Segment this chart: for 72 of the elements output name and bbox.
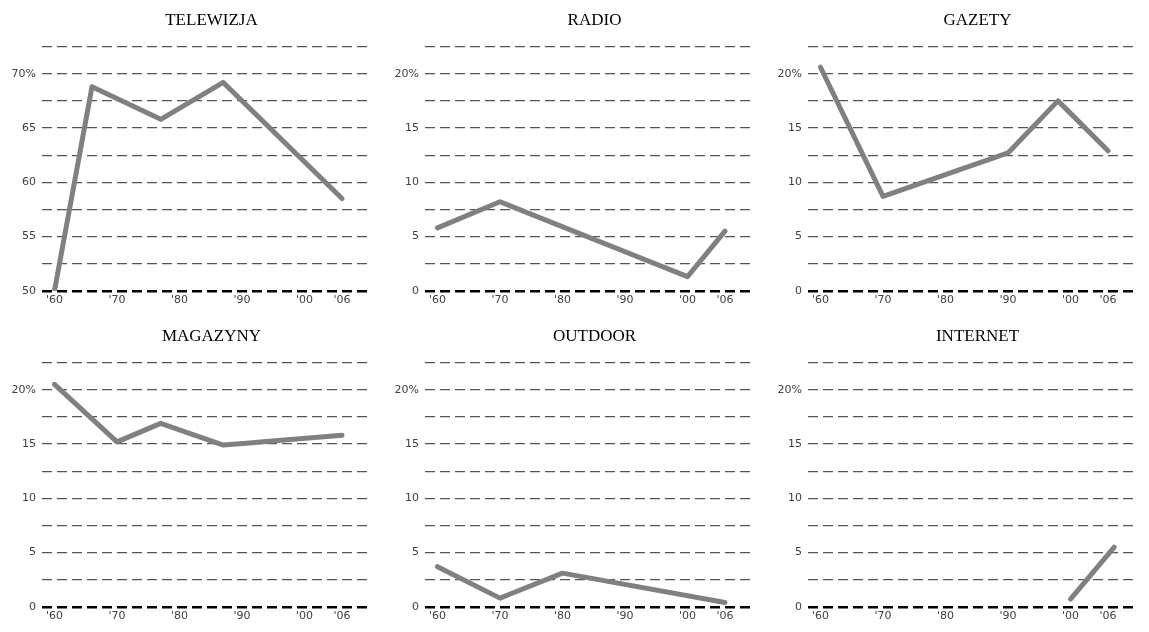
y-tick-label: 20% bbox=[777, 66, 802, 80]
x-tick-label: '80 bbox=[553, 293, 572, 307]
y-tick-label: 5 bbox=[412, 229, 419, 243]
y-tick-label: 5 bbox=[412, 545, 419, 559]
y-tick-label: 10 bbox=[22, 491, 36, 505]
x-tick-label: '06 bbox=[716, 293, 734, 307]
x-tick-label: '60 bbox=[45, 293, 64, 307]
y-tick-label: 20% bbox=[394, 66, 419, 80]
y-tick-label: 0 bbox=[795, 599, 802, 613]
x-tick-label: '60 bbox=[428, 609, 447, 623]
x-tick-label: '00 bbox=[295, 293, 314, 307]
x-tick-label: '06 bbox=[333, 609, 351, 623]
x-tick-label: '00 bbox=[678, 609, 697, 623]
y-tick-label: 15 bbox=[405, 436, 419, 450]
y-tick-label: 65 bbox=[22, 120, 36, 134]
x-tick-label: '06 bbox=[1099, 293, 1117, 307]
y-tick-label: 55 bbox=[22, 229, 36, 243]
y-tick-label: 0 bbox=[795, 283, 802, 297]
x-tick-label: '80 bbox=[553, 609, 572, 623]
y-tick-label: 70% bbox=[11, 66, 36, 80]
x-tick-label: '90 bbox=[233, 609, 251, 623]
y-tick-label: 15 bbox=[788, 436, 802, 450]
y-tick-label: 10 bbox=[405, 491, 419, 505]
x-tick-label: '70 bbox=[491, 293, 509, 307]
chart-title: TELEWIZJA bbox=[164, 10, 259, 30]
x-tick-label: '80 bbox=[170, 609, 189, 623]
x-tick-label: '60 bbox=[428, 293, 447, 307]
x-tick-label: '60 bbox=[811, 609, 830, 623]
x-tick-label: '70 bbox=[108, 609, 126, 623]
x-tick-label: '70 bbox=[874, 609, 892, 623]
x-tick-label: '00 bbox=[1061, 609, 1080, 623]
chart-title: RADIO bbox=[566, 10, 623, 30]
chart-title: INTERNET bbox=[934, 326, 1021, 346]
x-tick-label: '06 bbox=[333, 293, 351, 307]
y-tick-label: 15 bbox=[788, 120, 802, 134]
x-tick-label: '90 bbox=[616, 293, 634, 307]
x-tick-label: '90 bbox=[233, 293, 251, 307]
y-tick-label: 50 bbox=[22, 283, 36, 297]
x-tick-label: '80 bbox=[936, 293, 955, 307]
y-tick-label: 60 bbox=[22, 175, 36, 189]
x-tick-label: '00 bbox=[1061, 293, 1080, 307]
x-tick-label: '00 bbox=[295, 609, 314, 623]
x-tick-label: '70 bbox=[108, 293, 126, 307]
x-tick-label: '06 bbox=[716, 609, 734, 623]
x-tick-label: '70 bbox=[874, 293, 892, 307]
x-tick-label: '00 bbox=[678, 293, 697, 307]
y-tick-label: 20% bbox=[394, 382, 419, 396]
y-tick-label: 20% bbox=[777, 382, 802, 396]
x-tick-label: '70 bbox=[491, 609, 509, 623]
y-tick-label: 5 bbox=[29, 545, 36, 559]
y-tick-label: 15 bbox=[22, 436, 36, 450]
x-tick-label: '60 bbox=[45, 609, 64, 623]
y-tick-label: 5 bbox=[795, 545, 802, 559]
chart-title: OUTDOOR bbox=[551, 326, 638, 346]
x-tick-label: '80 bbox=[936, 609, 955, 623]
x-tick-label: '90 bbox=[999, 293, 1017, 307]
y-tick-label: 15 bbox=[405, 120, 419, 134]
y-tick-label: 0 bbox=[412, 599, 419, 613]
x-tick-label: '60 bbox=[811, 293, 830, 307]
y-tick-label: 0 bbox=[412, 283, 419, 297]
y-tick-label: 10 bbox=[405, 175, 419, 189]
x-tick-label: '80 bbox=[170, 293, 189, 307]
y-tick-label: 10 bbox=[788, 175, 802, 189]
y-tick-label: 5 bbox=[795, 229, 802, 243]
y-tick-label: 20% bbox=[11, 382, 36, 396]
y-tick-label: 10 bbox=[788, 491, 802, 505]
x-tick-label: '06 bbox=[1099, 609, 1117, 623]
y-tick-label: 0 bbox=[29, 599, 36, 613]
chart-title: MAGAZYNY bbox=[160, 326, 263, 346]
chart-title: GAZETY bbox=[942, 10, 1013, 30]
x-tick-label: '90 bbox=[999, 609, 1017, 623]
x-tick-label: '90 bbox=[616, 609, 634, 623]
